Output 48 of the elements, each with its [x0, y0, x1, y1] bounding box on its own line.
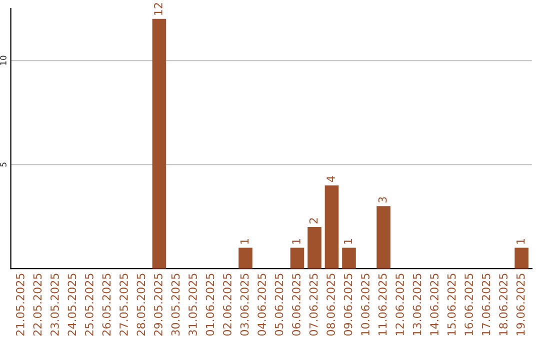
- x-tick-label: 06.06.2025: [292, 274, 300, 336]
- x-tick-label: 25.05.2025: [84, 274, 94, 336]
- x-tick-label: 21.05.2025: [16, 274, 24, 336]
- bar: [238, 248, 252, 269]
- x-tick-label: 24.05.2025: [68, 274, 76, 336]
- x-tick-label: 03.06.2025: [240, 274, 249, 336]
- bar: [290, 248, 304, 269]
- x-tick-label: 02.06.2025: [223, 274, 232, 336]
- data-label: 3: [378, 197, 387, 203]
- x-tick-label: 14.06.2025: [430, 274, 438, 336]
- x-tick-label: 16.06.2025: [464, 274, 474, 336]
- x-tick-label: 15.06.2025: [447, 274, 456, 336]
- y-tick-label: 10: [0, 56, 6, 65]
- x-tick-label: 05.06.2025: [274, 274, 284, 336]
- x-tick-label: 30.05.2025: [171, 274, 180, 336]
- x-tick-label: 31.05.2025: [188, 274, 197, 336]
- x-tick-label: 18.06.2025: [499, 274, 508, 336]
- x-tick-label: 19.06.2025: [516, 274, 525, 336]
- data-label: 1: [240, 238, 249, 244]
- x-tick-label: 17.06.2025: [482, 274, 490, 336]
- data-label: 12: [154, 3, 162, 15]
- x-tick-label: 26.05.2025: [102, 274, 111, 336]
- bar: [324, 185, 339, 269]
- x-tick-label: 07.06.2025: [309, 274, 318, 336]
- bar: [308, 226, 322, 269]
- x-tick-label: 09.06.2025: [344, 274, 352, 336]
- x-tick-label: 12.06.2025: [396, 274, 404, 336]
- x-tick-label: 28.05.2025: [136, 274, 146, 336]
- y-tick-label: 5: [0, 162, 6, 167]
- x-tick-label: 01.06.2025: [206, 274, 214, 336]
- x-tick-label: 22.05.2025: [33, 274, 42, 336]
- x-tick-label: 04.06.2025: [258, 274, 266, 336]
- bar: [152, 18, 166, 269]
- x-tick-label: 08.06.2025: [326, 274, 335, 336]
- x-tick-label: 27.05.2025: [120, 274, 128, 336]
- data-label: 2: [309, 218, 318, 224]
- data-label: 1: [344, 238, 352, 244]
- x-tick-label: 29.05.2025: [154, 274, 162, 336]
- data-label: 1: [516, 238, 525, 244]
- bar: [342, 248, 356, 269]
- x-tick-label: 11.06.2025: [378, 274, 387, 336]
- data-label: 1: [292, 238, 300, 244]
- x-tick-label: 10.06.2025: [361, 274, 370, 336]
- x-tick-label: 13.06.2025: [412, 274, 422, 336]
- bar: [376, 206, 390, 269]
- data-label: 4: [326, 176, 335, 182]
- bar: [514, 248, 528, 269]
- x-tick-label: 23.05.2025: [50, 274, 59, 336]
